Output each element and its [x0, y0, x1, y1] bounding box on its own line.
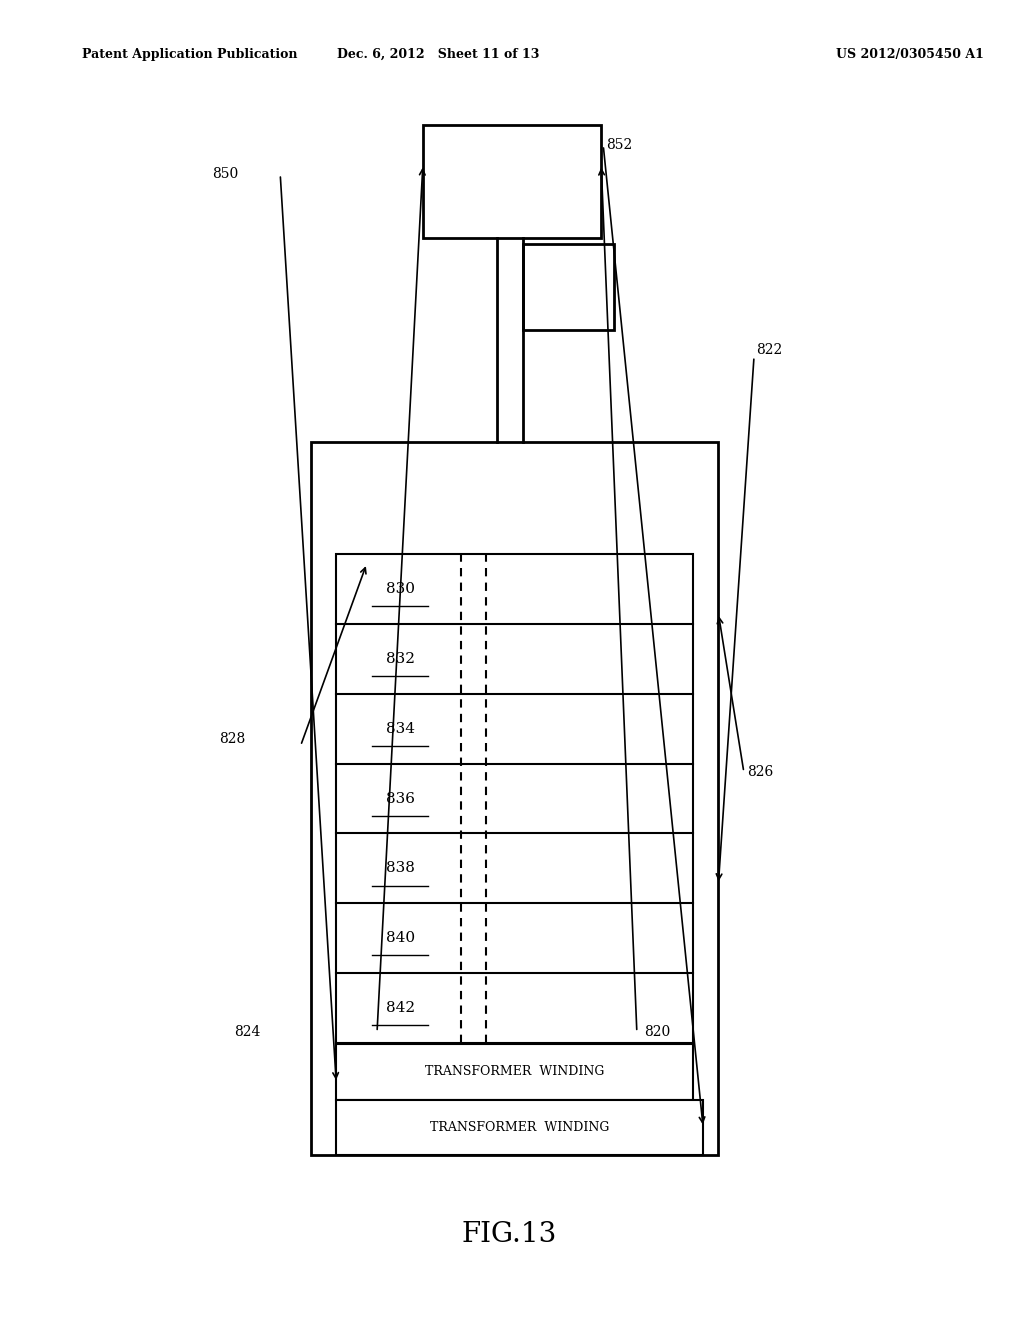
Text: 842: 842 [386, 1001, 415, 1015]
Text: 828: 828 [219, 733, 246, 746]
Text: TRANSFORMER  WINDING: TRANSFORMER WINDING [430, 1121, 609, 1134]
Text: 830: 830 [386, 582, 415, 597]
Text: 820: 820 [644, 1026, 671, 1039]
Text: Dec. 6, 2012   Sheet 11 of 13: Dec. 6, 2012 Sheet 11 of 13 [337, 48, 540, 61]
Text: 824: 824 [234, 1026, 261, 1039]
Text: 836: 836 [386, 792, 415, 805]
Text: 840: 840 [386, 931, 415, 945]
Bar [522, 244, 614, 330]
Text: 834: 834 [386, 722, 415, 735]
Bar [336, 1044, 693, 1100]
Bar [311, 442, 719, 1155]
Text: 832: 832 [386, 652, 415, 667]
Text: US 2012/0305450 A1: US 2012/0305450 A1 [836, 48, 983, 61]
Text: 822: 822 [756, 343, 782, 356]
Text: 826: 826 [746, 766, 773, 779]
Bar [336, 1100, 703, 1155]
Text: Patent Application Publication: Patent Application Publication [82, 48, 297, 61]
Bar [423, 125, 601, 238]
Text: 838: 838 [386, 862, 415, 875]
Text: 852: 852 [606, 139, 633, 152]
Text: FIG.13: FIG.13 [462, 1221, 557, 1247]
Text: TRANSFORMER  WINDING: TRANSFORMER WINDING [425, 1065, 604, 1078]
Text: 850: 850 [212, 168, 239, 181]
Bar [336, 554, 693, 1043]
